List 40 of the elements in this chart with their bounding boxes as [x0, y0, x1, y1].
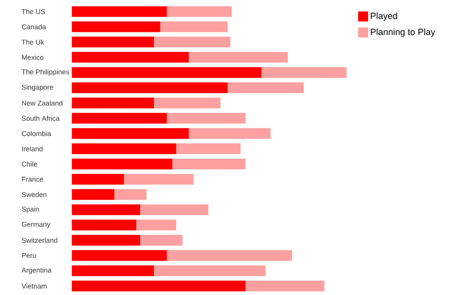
bar [246, 280, 324, 292]
legend-label: Planning to Play [370, 28, 436, 37]
bar [72, 36, 154, 48]
bar [72, 220, 136, 230]
bar [72, 204, 140, 216]
bar [72, 128, 189, 139]
bar [124, 174, 194, 185]
bar [72, 234, 140, 246]
bar [72, 250, 167, 261]
bar [72, 67, 262, 78]
bar [72, 21, 160, 32]
bar [188, 128, 271, 139]
bar [114, 189, 146, 200]
bar [166, 6, 232, 17]
bar [72, 82, 228, 94]
bar [140, 204, 208, 216]
bar [188, 52, 288, 63]
bar [228, 82, 304, 94]
bar [72, 265, 154, 276]
bar [72, 158, 172, 170]
bar [136, 220, 176, 230]
bar [160, 21, 228, 32]
legend-label: Played [370, 12, 398, 21]
bar [72, 98, 154, 108]
bar [72, 6, 167, 17]
bar [72, 143, 176, 154]
bar [140, 234, 183, 246]
bar [154, 265, 266, 276]
bar [72, 174, 124, 185]
bar [166, 250, 292, 261]
bar [172, 158, 246, 170]
bar [176, 143, 241, 154]
bar [166, 112, 246, 124]
bar [72, 112, 167, 124]
bar [72, 189, 114, 200]
bar [72, 280, 246, 292]
bar [154, 36, 230, 48]
bar [261, 67, 347, 78]
bar [154, 98, 220, 108]
bar [72, 52, 189, 63]
